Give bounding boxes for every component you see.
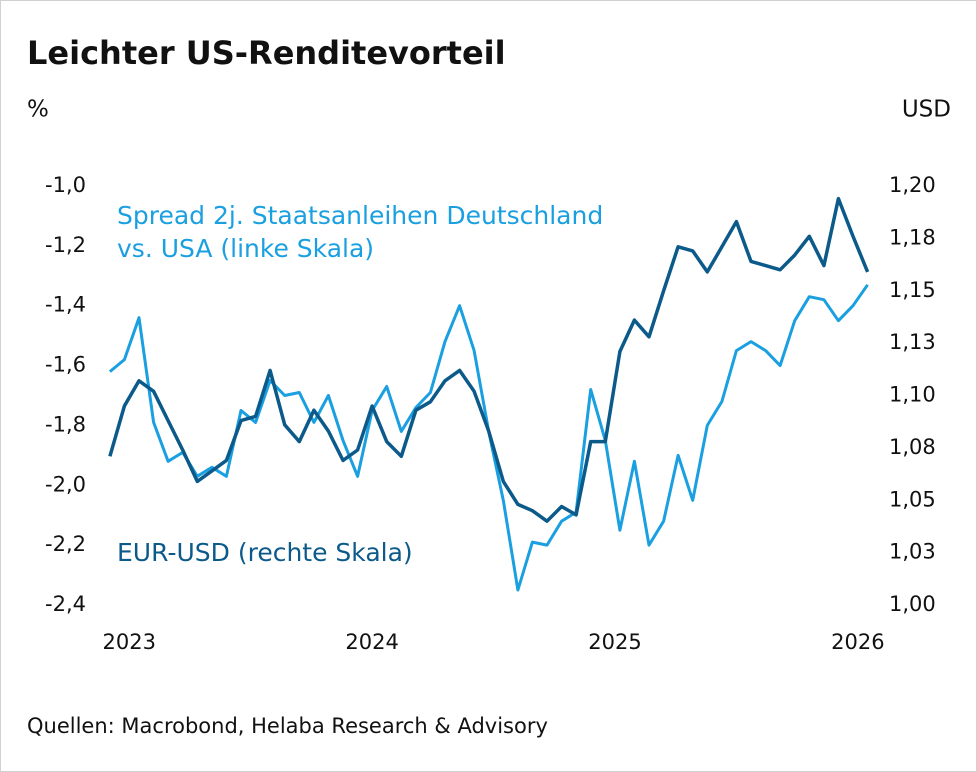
y2-tick-label: 1,20 [889, 173, 936, 197]
y2-tick-label: 1,18 [889, 225, 936, 249]
series-label: EUR-USD (rechte Skala) [117, 538, 413, 567]
y-axis-label: % [27, 97, 49, 123]
y2-tick-label: 1,10 [889, 383, 936, 407]
y-tick-label: -1,2 [45, 233, 86, 257]
y-tick-label: -2,2 [45, 532, 86, 556]
x-tick-label: 2026 [831, 630, 884, 654]
y2-tick-label: 1,03 [889, 540, 936, 564]
y-tick-label: -1,4 [45, 293, 86, 317]
y2-tick-label: 1,13 [889, 330, 936, 354]
x-tick-label: 2024 [345, 630, 398, 654]
y2-tick-label: 1,15 [889, 278, 936, 302]
y2-tick-label: 1,05 [889, 487, 936, 511]
source: Quellen: Macrobond, Helaba Research & Ad… [27, 714, 548, 738]
y-tick-label: -1,0 [45, 173, 86, 197]
series-label: Spread 2j. Staatsanleihen Deutschland vs… [117, 201, 604, 263]
y2-axis-label: USD [902, 97, 951, 123]
y-tick-label: -2,4 [45, 592, 86, 616]
x-tick-label: 2025 [588, 630, 641, 654]
x-tick-label: 2023 [103, 630, 156, 654]
y2-tick-label: 1,08 [889, 435, 936, 459]
chart-title: Leichter US-Renditevorteil [27, 34, 506, 72]
series-line [108, 196, 870, 523]
y2-tick-label: 1,00 [889, 592, 936, 616]
y-tick-label: -1,8 [45, 412, 86, 436]
y-tick-label: -2,0 [45, 472, 86, 496]
y-tick-label: -1,6 [45, 353, 86, 377]
